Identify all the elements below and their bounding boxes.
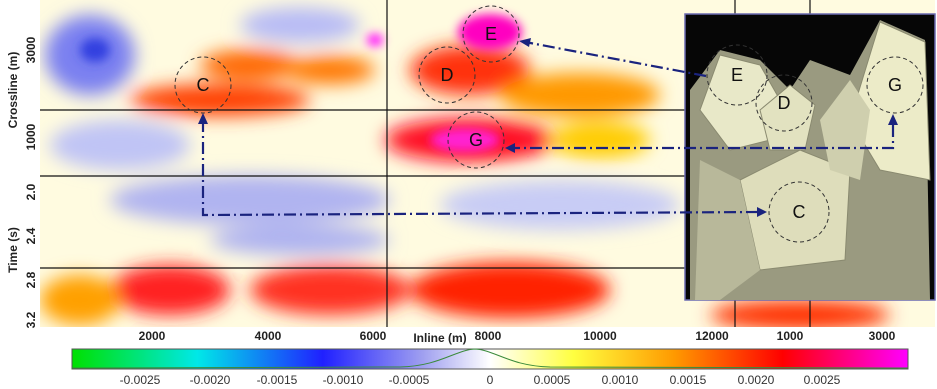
colorbar-tick-label: 0.0020 [738,373,775,387]
colorbar-tick-label: 0.0005 [534,373,571,387]
marker-label: D [778,93,791,113]
colorbar-tick-label: -0.0015 [257,373,298,387]
colorbar-tick-label: -0.0005 [389,373,430,387]
marker-label: C [793,202,806,222]
y-tick-label: 2.4 [24,227,38,244]
arrows [198,38,898,217]
x-axis-label: Inline (m) [413,331,466,345]
colorbar [71,348,909,370]
x-tick-label: 4000 [255,329,282,343]
inset-3d-view [684,13,936,301]
marker-label: E [731,65,743,85]
x-tick-label: 6000 [360,329,387,343]
x-tick-label: 10000 [583,329,617,343]
marker-label: D [441,65,454,85]
marker-label: E [485,24,497,44]
colorbar-tick-label: 0 [487,373,494,387]
colorbar-tick-label: -0.0025 [120,373,161,387]
x-tick-label: 1000 [777,329,804,343]
y-axis-label: Crossline (m) [6,52,20,129]
y-tick-label: 3000 [24,36,38,63]
colorbar-tick-label: 0.0015 [670,373,707,387]
colorbar-ticks: -0.0025 -0.0020 -0.0015 -0.0010 -0.0005 0 0.00… [120,373,841,387]
x-tick-label: 2000 [139,329,166,343]
x-tick-label: 12000 [695,329,729,343]
colorbar-tick-label: 0.0010 [602,373,639,387]
x-tick-label: 8000 [475,329,502,343]
y-tick-label: 3.2 [24,311,38,328]
y-tick-label: 2.8 [24,271,38,288]
marker-label: C [197,75,210,95]
y-tick-label: 2.0 [24,183,38,200]
marker-label: G [888,75,902,95]
y-tick-label: 1000 [24,123,38,150]
x-tick-label: 3000 [869,329,896,343]
markers: C D E G E D G C [174,5,924,243]
y-axis-label: Time (s) [6,227,20,273]
marker-label: G [469,130,483,150]
colorbar-tick-label: 0.0025 [804,373,841,387]
colorbar-tick-label: -0.0010 [323,373,364,387]
colorbar-tick-label: -0.0020 [190,373,231,387]
